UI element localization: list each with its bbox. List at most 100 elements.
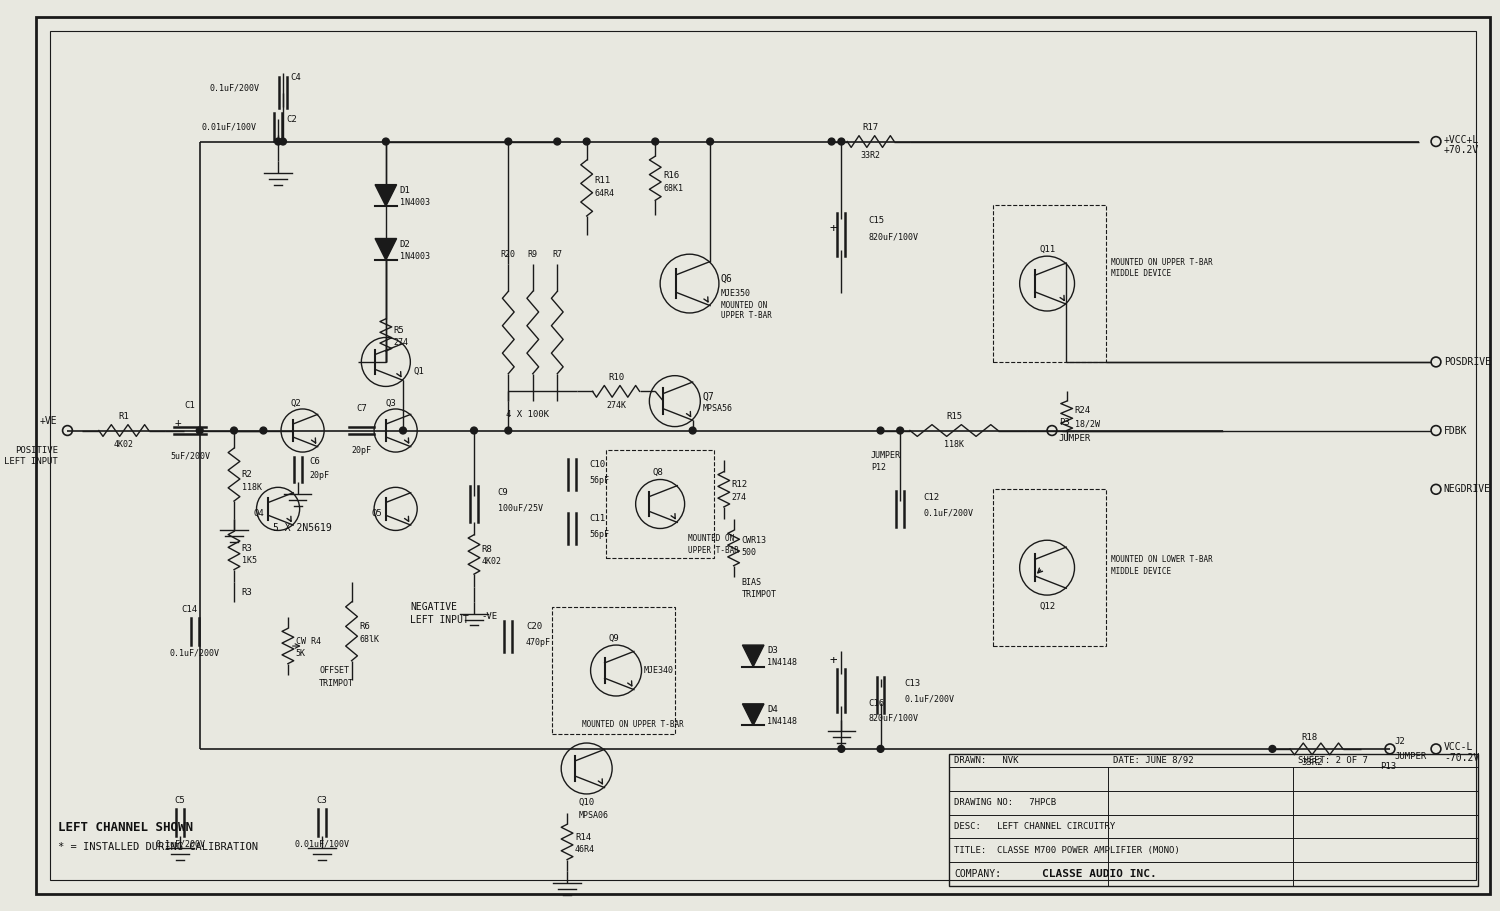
Text: 68K1: 68K1 — [663, 184, 682, 193]
Circle shape — [231, 427, 237, 434]
Text: 118K: 118K — [242, 483, 262, 492]
Bar — [552, 607, 675, 734]
Text: R15: R15 — [946, 413, 962, 421]
Polygon shape — [742, 704, 764, 725]
Text: R16: R16 — [663, 171, 680, 180]
Circle shape — [471, 427, 477, 434]
Circle shape — [260, 427, 267, 434]
Text: Q10: Q10 — [579, 798, 596, 807]
Text: 56pF: 56pF — [590, 476, 609, 485]
Text: UPPER T-BAR: UPPER T-BAR — [722, 312, 772, 321]
Text: J2: J2 — [1395, 737, 1406, 745]
Text: MPSA06: MPSA06 — [579, 811, 609, 820]
Text: 20pF: 20pF — [309, 471, 330, 480]
Text: +VE: +VE — [40, 415, 57, 425]
Text: Q4: Q4 — [254, 509, 264, 518]
Text: 20pF: 20pF — [351, 445, 372, 455]
Text: COMPANY:: COMPANY: — [954, 869, 1000, 879]
Bar — [606, 450, 714, 558]
Circle shape — [382, 138, 390, 145]
Text: 274K: 274K — [606, 401, 625, 410]
Text: Q12: Q12 — [1040, 602, 1056, 611]
Text: R11: R11 — [594, 176, 610, 185]
Text: C9: C9 — [498, 487, 508, 496]
Text: Q5: Q5 — [370, 509, 382, 518]
Text: 118K: 118K — [944, 440, 964, 449]
Text: DATE: JUNE 8/92: DATE: JUNE 8/92 — [1113, 756, 1194, 765]
Text: MJE340: MJE340 — [644, 666, 674, 675]
Polygon shape — [742, 645, 764, 667]
Text: 5 X 2N5619: 5 X 2N5619 — [273, 524, 332, 534]
Text: CLASSE AUDIO INC.: CLASSE AUDIO INC. — [1042, 869, 1156, 879]
Text: -VE: -VE — [482, 612, 498, 621]
Circle shape — [196, 427, 202, 434]
Text: R1: R1 — [118, 413, 129, 421]
Polygon shape — [375, 185, 396, 206]
Text: D2: D2 — [399, 240, 411, 249]
Text: C1: C1 — [184, 401, 195, 410]
Text: 0.1uF/200V: 0.1uF/200V — [170, 649, 220, 658]
Text: LEFT CHANNEL SHOWN: LEFT CHANNEL SHOWN — [57, 821, 192, 834]
Text: JUMPER: JUMPER — [871, 451, 901, 459]
Text: Q8: Q8 — [652, 468, 663, 477]
Circle shape — [506, 427, 512, 434]
Text: Q9: Q9 — [608, 634, 619, 642]
Text: +: + — [174, 417, 182, 427]
Text: 0.01uF/100V: 0.01uF/100V — [201, 122, 256, 131]
Text: R2: R2 — [242, 470, 252, 479]
Text: 4K02: 4K02 — [114, 440, 134, 449]
Circle shape — [506, 138, 512, 145]
Text: C15: C15 — [868, 217, 885, 225]
Circle shape — [706, 138, 714, 145]
Text: Q1: Q1 — [414, 367, 424, 376]
Circle shape — [1269, 745, 1276, 752]
Text: MIDDLE DEVICE: MIDDLE DEVICE — [1112, 270, 1172, 278]
Text: 4K02: 4K02 — [482, 558, 502, 567]
Text: C12: C12 — [924, 493, 940, 502]
Text: NEGATIVE: NEGATIVE — [411, 602, 458, 612]
Text: POSITIVE: POSITIVE — [15, 445, 57, 455]
Circle shape — [878, 427, 884, 434]
Text: FDBK: FDBK — [1444, 425, 1467, 435]
Text: 1K5: 1K5 — [242, 557, 256, 566]
Text: R24: R24 — [1074, 406, 1090, 415]
Text: C3: C3 — [316, 796, 327, 805]
Text: +: + — [830, 654, 837, 667]
Circle shape — [878, 745, 884, 752]
Circle shape — [399, 427, 406, 434]
Text: Q2: Q2 — [291, 399, 302, 407]
Text: * = INSTALLED DURING CALIBRATION: * = INSTALLED DURING CALIBRATION — [57, 842, 258, 852]
Text: P3: P3 — [1059, 418, 1070, 427]
Text: 100uF/25V: 100uF/25V — [498, 504, 543, 512]
Text: 0.1uF/200V: 0.1uF/200V — [904, 694, 954, 703]
Text: R3: R3 — [242, 588, 252, 597]
Text: Q6: Q6 — [722, 273, 732, 283]
Text: CWR13: CWR13 — [741, 536, 766, 545]
Text: C11: C11 — [590, 514, 606, 523]
Text: R7: R7 — [552, 250, 562, 259]
Text: R8: R8 — [482, 545, 492, 554]
Text: TRIMPOT: TRIMPOT — [741, 589, 777, 599]
Text: C16: C16 — [868, 700, 885, 709]
Text: MOUNTED ON: MOUNTED ON — [722, 301, 766, 310]
Bar — [950, 753, 1478, 886]
Text: VCC-L: VCC-L — [1444, 742, 1473, 752]
Text: 68lK: 68lK — [360, 635, 380, 644]
Text: 0.1uF/200V: 0.1uF/200V — [210, 83, 260, 92]
Text: 0.1uF/200V: 0.1uF/200V — [924, 508, 974, 517]
Bar — [993, 205, 1106, 362]
Text: JUMPER: JUMPER — [1395, 752, 1426, 762]
Text: C7: C7 — [356, 404, 366, 414]
Text: R17: R17 — [862, 123, 879, 132]
Text: 820uF/100V: 820uF/100V — [868, 232, 919, 241]
Circle shape — [688, 427, 696, 434]
Text: DRAWN:   NVK: DRAWN: NVK — [954, 756, 1018, 765]
Text: R20: R20 — [501, 250, 516, 259]
Circle shape — [839, 745, 844, 752]
Text: 1N4003: 1N4003 — [399, 251, 429, 261]
Text: Q7: Q7 — [702, 391, 714, 401]
Text: D1: D1 — [399, 186, 411, 195]
Text: BIAS: BIAS — [741, 578, 762, 587]
Circle shape — [828, 138, 836, 145]
Text: CW R4: CW R4 — [296, 637, 321, 646]
